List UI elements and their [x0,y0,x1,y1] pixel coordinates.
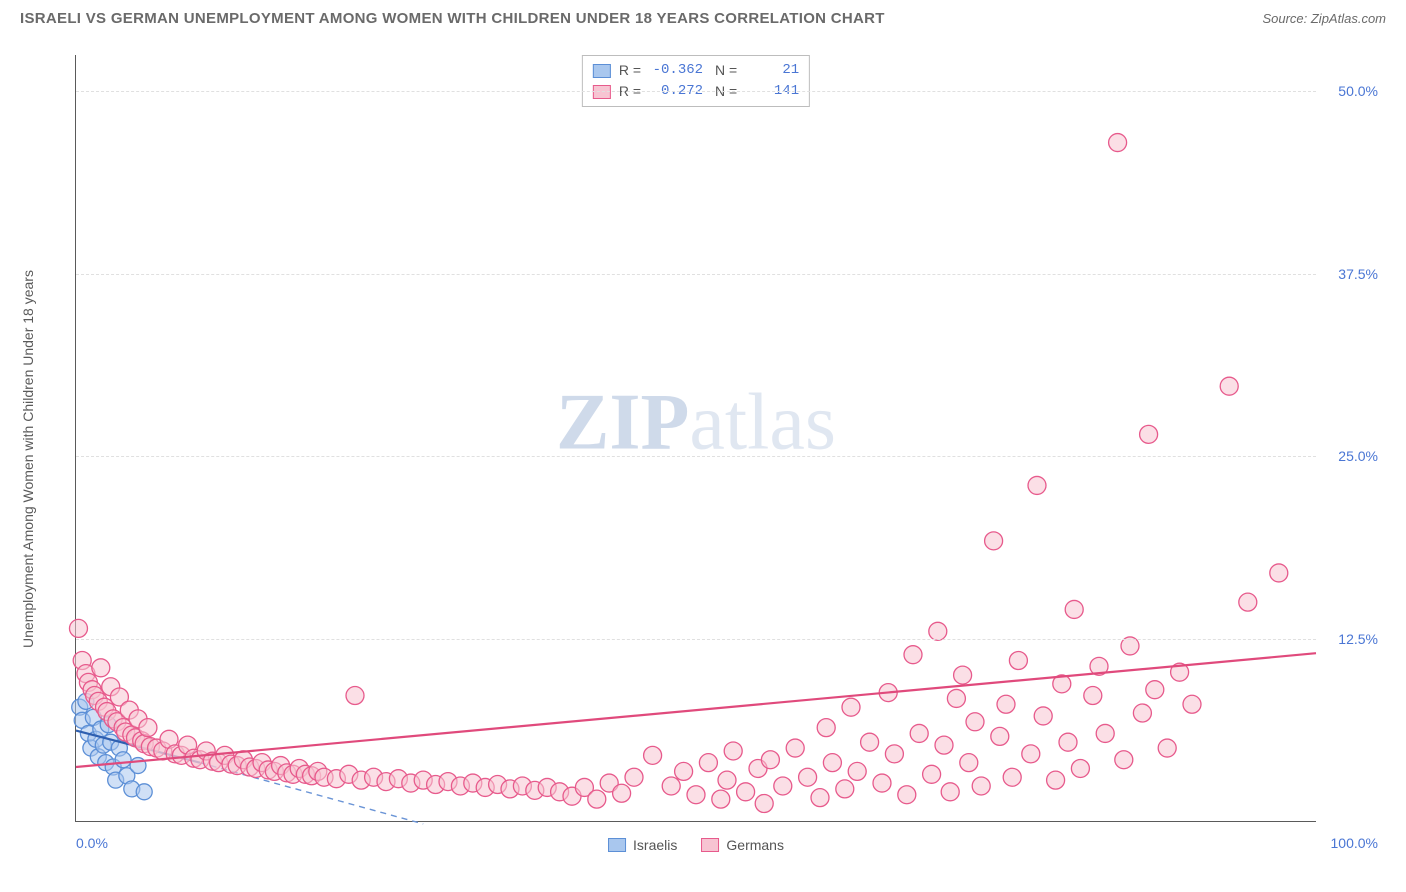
swatch-israelis [593,64,611,78]
title-bar: ISRAELI VS GERMAN UNEMPLOYMENT AMONG WOM… [0,0,1406,33]
plot-svg [76,55,1316,821]
series-legend: Israelis Germans [608,837,784,853]
y-axis-label: Unemployment Among Women with Children U… [20,270,36,648]
legend-item-israelis: Israelis [608,837,677,853]
chart-container: Unemployment Among Women with Children U… [20,45,1386,872]
correlation-row-israelis: R = -0.362 N = 21 [593,60,799,81]
x-tick-label: 0.0% [76,835,108,851]
x-tick-label: 100.0% [1331,835,1378,851]
legend-item-germans: Germans [701,837,784,853]
correlation-legend: R = -0.362 N = 21 R = 0.272 N = 141 [582,55,810,107]
legend-swatch-germans [701,838,719,852]
chart-title: ISRAELI VS GERMAN UNEMPLOYMENT AMONG WOM… [20,10,885,27]
y-tick-label: 12.5% [1323,631,1378,647]
y-tick-label: 50.0% [1323,83,1378,99]
plot-area: ZIPatlas R = -0.362 N = 21 R = 0.272 N =… [75,55,1316,822]
y-tick-label: 25.0% [1323,448,1378,464]
source-attribution: Source: ZipAtlas.com [1262,11,1386,26]
y-tick-label: 37.5% [1323,266,1378,282]
legend-swatch-israelis [608,838,626,852]
